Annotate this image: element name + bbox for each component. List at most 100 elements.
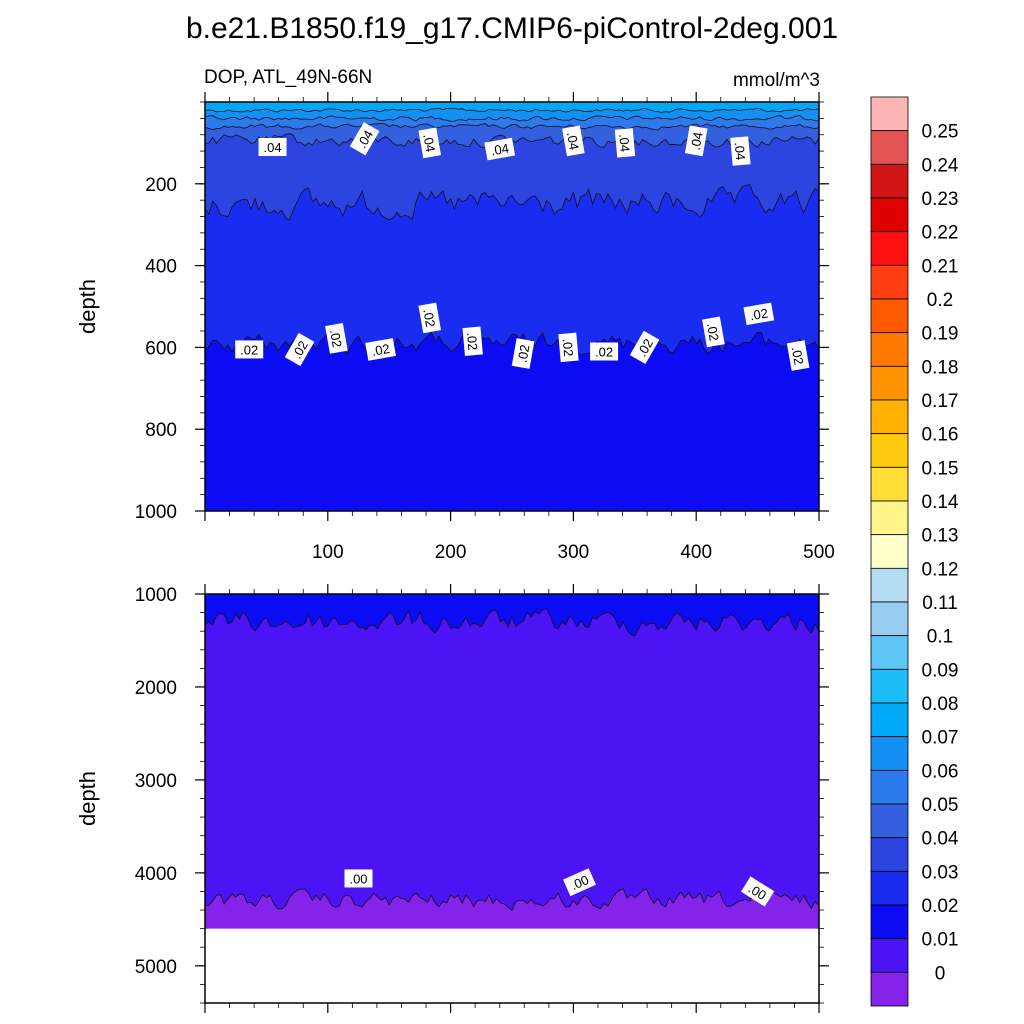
colorbar-swatch xyxy=(870,197,909,233)
contour-line xyxy=(204,115,819,122)
colorbar-label: 0.21 xyxy=(922,256,959,277)
colorbar-label: 0.04 xyxy=(922,829,959,850)
colorbar-label: 0.15 xyxy=(922,458,959,479)
colorbar-label: 0.07 xyxy=(922,728,959,749)
contour-label-box xyxy=(702,316,725,348)
x-tick-label: 100 xyxy=(312,542,344,563)
contour-label-box xyxy=(563,868,596,897)
contour-line xyxy=(204,123,820,131)
x-tick-label: 200 xyxy=(435,542,467,563)
contour-label-box xyxy=(562,125,585,157)
contour-label-text: .04 xyxy=(264,140,282,155)
contour-label-text: .02 xyxy=(240,342,258,357)
contour-label-text: .02 xyxy=(327,328,345,348)
contour-label-box xyxy=(349,122,380,156)
contour-label-box xyxy=(344,869,373,888)
contour-label: .02 xyxy=(558,332,579,363)
colorbar-swatch xyxy=(870,96,909,132)
colorbar-swatch xyxy=(870,500,909,536)
contour-label-text: .02 xyxy=(749,305,769,323)
contour-label-box xyxy=(235,340,264,359)
colorbar-label: 0.13 xyxy=(922,526,959,547)
colorbar-swatch xyxy=(870,534,909,569)
colorbar-label: 0 xyxy=(935,963,946,984)
colorbar-swatch xyxy=(870,870,909,906)
contour-label: .04 xyxy=(614,128,636,158)
contour-label-box xyxy=(511,338,535,369)
contour-label-box xyxy=(418,302,442,334)
contour-label-box xyxy=(365,338,396,361)
contour-label-box xyxy=(629,330,660,365)
colorbar-swatch xyxy=(870,635,909,670)
contour-label-text: .02 xyxy=(370,341,390,359)
contour-label: .02 xyxy=(511,338,535,369)
contour-band xyxy=(205,123,819,150)
contour-label: .02 xyxy=(462,326,483,356)
contour-band xyxy=(205,594,819,636)
contour-label-box xyxy=(418,127,442,159)
contour-line xyxy=(204,608,820,637)
colorbar-label: 0.25 xyxy=(922,122,959,143)
contour-label: .00 xyxy=(563,868,596,897)
contour-line xyxy=(204,888,820,912)
lower-panel: 1000 2000 3000 4000 5000 depth .00 .00 .00 xyxy=(75,584,829,1013)
colorbar-swatch xyxy=(870,837,909,872)
x-tick-label: 400 xyxy=(680,542,712,563)
contour-label-box xyxy=(614,128,636,158)
contour-label: .04 xyxy=(684,125,708,157)
y-tick-label: 1000 xyxy=(135,585,177,606)
colorbar-swatch xyxy=(870,298,909,334)
colorbar: 0.25 0.24 0.23 0.22 0.21 0.2 0.19 0.18 0.17 0.16 0… xyxy=(870,96,959,1007)
contour-label: .04 xyxy=(730,136,751,166)
contour-label-text: .02 xyxy=(704,322,722,342)
contour-label-text: .04 xyxy=(490,141,510,159)
contour-label-box xyxy=(590,342,619,361)
colorbar-swatch xyxy=(870,904,909,940)
contour-label: .00 xyxy=(344,869,373,888)
contour-label-text: .00 xyxy=(568,872,591,893)
contour-label-box xyxy=(740,876,775,907)
colorbar-swatch xyxy=(870,601,909,637)
y-tick-label: 2000 xyxy=(135,678,177,699)
contour-label-box xyxy=(462,326,483,356)
contour-line xyxy=(204,184,820,221)
y-axis-label: depth xyxy=(75,279,100,334)
contour-label-text: .02 xyxy=(595,344,613,359)
chart-subtitle-left: DOP, ATL_49N-66N xyxy=(204,67,372,88)
y-tick-label: 1000 xyxy=(135,502,177,523)
y-tick-label: 800 xyxy=(145,420,177,441)
colorbar-label: 0.24 xyxy=(922,155,959,176)
contour-label-text: .02 xyxy=(420,308,438,328)
contour-label-text: .04 xyxy=(732,141,749,160)
colorbar-swatch xyxy=(870,130,909,165)
contour-label-box xyxy=(258,137,287,156)
contour-label-text: .04 xyxy=(688,131,706,151)
colorbar-label: 0.08 xyxy=(922,694,959,715)
x-tick-label: 500 xyxy=(803,542,835,563)
contour-label: .02 xyxy=(418,302,442,334)
y-tick-label: 3000 xyxy=(135,771,177,792)
contour-label: .00 xyxy=(740,876,775,907)
y-tick-label: 4000 xyxy=(135,864,177,885)
contour-label: .02 xyxy=(743,302,775,326)
contour-label-text: .02 xyxy=(464,332,481,351)
colorbar-swatch xyxy=(870,231,909,266)
colorbar-swatch xyxy=(870,163,909,199)
contour-label: .04 xyxy=(418,127,442,159)
colorbar-label: 0.11 xyxy=(922,593,958,614)
colorbar-swatch xyxy=(870,769,909,805)
colorbar-swatch xyxy=(870,938,909,973)
colorbar-swatch xyxy=(870,971,909,1007)
contour-band xyxy=(205,608,819,911)
contour-label-box xyxy=(484,137,516,161)
colorbar-label: 0.17 xyxy=(922,391,959,412)
colorbar-swatch xyxy=(870,399,909,435)
colorbar-label: 0.12 xyxy=(922,559,959,580)
contour-label: .04 xyxy=(562,125,585,157)
colorbar-label: 0.03 xyxy=(922,862,959,883)
contour-label: .02 xyxy=(235,340,264,359)
contour-label: .02 xyxy=(702,316,725,348)
colorbar-label: 0.2 xyxy=(927,290,953,311)
colorbar-label: 0.23 xyxy=(922,189,959,210)
contour-label-text: .00 xyxy=(349,871,367,886)
